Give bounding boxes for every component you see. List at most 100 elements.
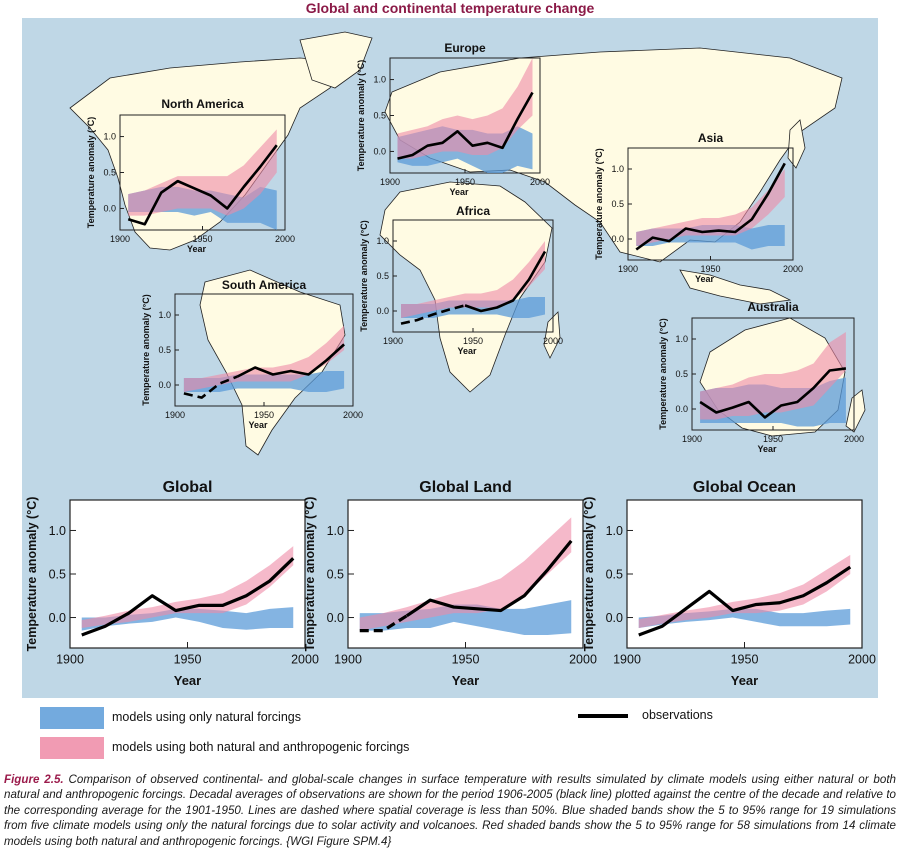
africa-xtick-label: 1900 (383, 336, 403, 346)
figure-title: Global and continental temperature chang… (305, 0, 595, 16)
south-america-both-band (183, 325, 345, 392)
australia-both-band (700, 332, 846, 420)
europe-xtick-label: 1950 (455, 177, 475, 187)
asia-xtick-label: 2000 (783, 264, 803, 274)
asia-both-band (636, 169, 785, 246)
global-ocean-ytick-label: 1.0 (606, 524, 623, 538)
asia-title: Asia (698, 131, 724, 145)
africa-ylabel: Temperature anomaly (°C) (359, 220, 369, 331)
africa-both-band (401, 241, 545, 318)
europe-observations-line (397, 91, 534, 160)
global-ylabel: Temperature anomaly (°C) (25, 497, 39, 652)
africa-chart: 0.0 0.5 1.0 1900 1950 2000 Africa Year Temperatu… (359, 204, 563, 356)
africa-xtick-label: 1950 (463, 336, 483, 346)
south-america-ytick-label: 0.0 (158, 380, 171, 390)
africa-observations-dashed (400, 304, 466, 325)
global-land-observations-dashed (359, 614, 408, 633)
global-land-xtick-label: 2000 (569, 653, 597, 667)
africa-title: Africa (456, 204, 490, 218)
global-ocean-chart: 0.0 0.5 1.0 1900 1950 2000 Global Ocean Year Tem… (582, 479, 876, 688)
north-america-xtick-label: 1900 (110, 234, 130, 244)
asia-xtick-label: 1950 (700, 264, 720, 274)
africa-xtick-label: 2000 (543, 336, 563, 346)
europe-ytick-label: 0.0 (373, 147, 386, 157)
global-land-title: Global Land (419, 479, 511, 496)
legend-swatch-natural (40, 707, 104, 729)
south-america-xtick-label: 2000 (343, 410, 363, 420)
australia-ytick-label: 0.5 (675, 369, 688, 379)
south-america-ytick-label: 0.5 (158, 345, 171, 355)
australia-ytick-label: 0.0 (675, 404, 688, 414)
global-chart: 0.0 0.5 1.0 1900 1950 2000 Global Year Temperatu… (25, 479, 319, 688)
global-land-xtick-label: 1950 (452, 653, 480, 667)
australia-ytick-label: 1.0 (675, 334, 688, 344)
new-zealand-land (845, 389, 866, 433)
africa-ytick-label: 0.0 (376, 306, 389, 316)
legend-both-label: models using both natural and anthropoge… (112, 740, 410, 754)
europe-title: Europe (444, 41, 486, 55)
europe-both-band (397, 58, 533, 159)
global-ocean-title: Global Ocean (693, 479, 796, 496)
global-ocean-xlabel: Year (731, 673, 758, 688)
africa-xlabel: Year (457, 346, 477, 356)
africa-observations-line (464, 250, 547, 313)
south-america-observations-line (236, 343, 345, 378)
australia-xtick-label: 1950 (763, 434, 783, 444)
africa-land (379, 181, 553, 393)
legend-natural: models using only natural forcings (112, 710, 301, 724)
global-ocean-ytick-label: 0.5 (606, 567, 623, 581)
north-america-xlabel: Year (187, 244, 207, 254)
asia-xlabel: Year (695, 274, 715, 284)
global-ocean-xtick-label: 2000 (848, 653, 876, 667)
europe-ytick-label: 1.0 (373, 75, 386, 85)
south-america-ytick-label: 1.0 (158, 310, 171, 320)
asia-ytick-label: 0.5 (611, 199, 624, 209)
global-ocean-ytick-label: 0.0 (606, 611, 623, 625)
global-xlabel: Year (174, 673, 201, 688)
legend-swatch-both (40, 737, 104, 759)
legend-observations: observations (642, 708, 713, 722)
australia-chart: 0.0 0.5 1.0 1900 1950 2000 Australia Year Temper… (658, 300, 864, 454)
caption-text: Comparison of observed continental- and … (4, 773, 896, 848)
north-america-ytick-label: 0.0 (103, 204, 116, 214)
global-ytick-label: 0.5 (49, 567, 66, 581)
north-america-title: North America (161, 97, 244, 111)
australia-xtick-label: 2000 (844, 434, 864, 444)
australia-xtick-label: 1900 (682, 434, 702, 444)
asia-observations-line (635, 162, 786, 251)
europe-ytick-label: 0.5 (373, 111, 386, 121)
madagascar-land (543, 311, 561, 359)
south-america-chart: 0.0 0.5 1.0 1900 1950 2000 South America Year Te… (141, 278, 363, 430)
europe-xtick-label: 1900 (380, 177, 400, 187)
global-ocean-xtick-label: 1900 (613, 653, 641, 667)
indonesia-land (679, 269, 792, 305)
charts-layer: 0.0 0.5 1.0 1900 1950 2000 North America Year Te… (25, 41, 876, 688)
global-land-chart: 0.0 0.5 1.0 1900 1950 2000 Global Land Year Temp… (303, 479, 597, 688)
north-america-land (69, 57, 346, 251)
asia-xtick-label: 1900 (618, 264, 638, 274)
global-xtick-label: 1900 (56, 653, 84, 667)
europe-chart: 0.0 0.5 1.0 1900 1950 2000 Europe Year Temperatu… (356, 41, 550, 197)
australia-title: Australia (747, 300, 799, 314)
global-land-observations-line (405, 539, 573, 618)
global-ytick-label: 1.0 (49, 524, 66, 538)
north-america-chart: 0.0 0.5 1.0 1900 1950 2000 North America Year Te… (86, 97, 295, 254)
asia-ytick-label: 0.0 (611, 234, 624, 244)
asia-ylabel: Temperature anomaly (°C) (594, 148, 604, 259)
global-land-ytick-label: 0.5 (327, 567, 344, 581)
global-ocean-observations-line (638, 565, 852, 637)
south-america-xtick-label: 1950 (254, 410, 274, 420)
south-america-ylabel: Temperature anomaly (°C) (141, 294, 151, 405)
global-land-xlabel: Year (452, 673, 479, 688)
global-both-band (81, 546, 294, 628)
north-america-xtick-label: 2000 (275, 234, 295, 244)
australia-ylabel: Temperature anomaly (°C) (658, 318, 668, 429)
legend-observations-label: observations (642, 708, 713, 722)
global-title: Global (163, 479, 213, 496)
global-observations-line (81, 557, 295, 637)
south-america-title: South America (222, 278, 307, 292)
legend-both: models using both natural and anthropoge… (112, 740, 409, 754)
global-land-ytick-label: 0.0 (327, 611, 344, 625)
world-map (69, 31, 866, 456)
global-ocean-ylabel: Temperature anomaly (°C) (582, 497, 596, 652)
